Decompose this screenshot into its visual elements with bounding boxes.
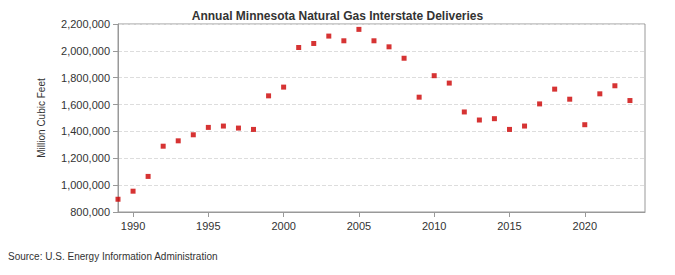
svg-text:2,200,000: 2,200,000 [61,18,110,30]
svg-text:1990: 1990 [121,220,145,232]
svg-text:1995: 1995 [196,220,220,232]
svg-text:2010: 2010 [422,220,446,232]
svg-text:1,800,000: 1,800,000 [61,72,110,84]
svg-text:1,200,000: 1,200,000 [61,152,110,164]
svg-text:800,000: 800,000 [70,206,110,218]
svg-text:2005: 2005 [347,220,371,232]
svg-text:Annual Minnesota Natural Gas I: Annual Minnesota Natural Gas Interstate … [192,9,484,23]
svg-text:1,400,000: 1,400,000 [61,125,110,137]
svg-text:Million Cubic Feet: Million Cubic Feet [36,78,47,158]
svg-text:2015: 2015 [497,220,521,232]
svg-text:2020: 2020 [573,220,597,232]
svg-text:2000: 2000 [271,220,295,232]
svg-text:2,000,000: 2,000,000 [61,45,110,57]
svg-text:Source: U.S. Energy Informatio: Source: U.S. Energy Information Administ… [8,251,218,262]
svg-text:1,000,000: 1,000,000 [61,179,110,191]
svg-text:1,600,000: 1,600,000 [61,99,110,111]
